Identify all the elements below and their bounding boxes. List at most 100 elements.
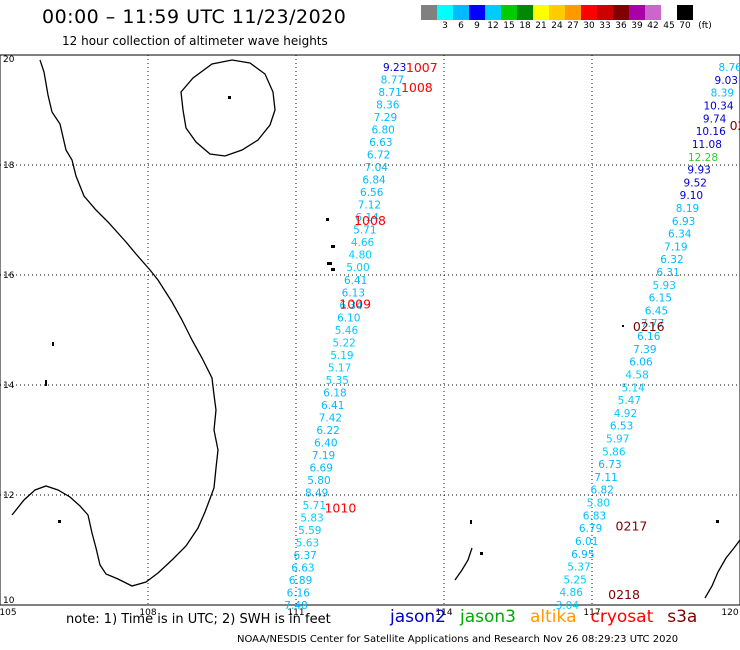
wave-height-value: 6.45 [645, 305, 668, 317]
wave-height-value: 9.93 [687, 165, 710, 177]
scale-label: 70 [679, 21, 691, 31]
wave-height-value: 9.74 [703, 113, 727, 125]
wave-height-value: 7.29 [374, 112, 397, 124]
wave-height-value: 5.22 [332, 337, 355, 349]
wave-height-value: 7.48 [284, 600, 307, 612]
wave-height-value: 9.52 [684, 177, 707, 189]
island-marks [45, 96, 719, 555]
wave-height-value: 6.10 [337, 312, 360, 324]
color-swatch [565, 5, 581, 20]
satellite-name-cryosat: cryosat [590, 607, 654, 627]
color-swatch [421, 5, 437, 20]
wave-height-value: 5.37 [567, 562, 590, 574]
wave-height-value: 6.18 [323, 387, 346, 399]
wave-height-value: 5.19 [330, 350, 353, 362]
altimeter-tracks: 9.238.778.718.367.296.806.636.727.046.84… [284, 62, 740, 612]
pass-time-label: 1008 [401, 80, 433, 95]
wave-height-value: 8.19 [676, 203, 699, 215]
color-swatch [661, 5, 677, 20]
wave-height-value: 6.37 [293, 550, 316, 562]
wave-height-value: 6.84 [362, 175, 386, 187]
wave-height-value: 10.34 [703, 101, 733, 113]
wave-height-value: 5.83 [300, 512, 323, 524]
lon-tick-label: 105 [0, 608, 17, 618]
wave-height-value: 12.28 [688, 152, 718, 164]
wave-height-value: 6.89 [289, 575, 312, 587]
scale-unit: (ft) [698, 21, 712, 31]
pass-time-label: 1007 [406, 60, 438, 75]
scale-label: 39 [631, 21, 643, 31]
wave-height-value: 6.32 [660, 254, 683, 266]
wave-height-value: 6.82 [591, 485, 614, 497]
color-scale-bar [421, 5, 693, 20]
lat-tick-label: 18 [3, 161, 15, 171]
satellite-name-jason2: jason2 [390, 607, 446, 627]
axis-ticks: 105 108 111 114 117 120 20 18 16 14 12 10 [0, 55, 739, 618]
pass-time-label: 0217 [616, 518, 648, 533]
wave-height-value: 11.08 [692, 139, 722, 151]
wave-height-value: 10.16 [696, 126, 726, 138]
wave-height-value: 7.19 [312, 450, 335, 462]
color-swatch [549, 5, 565, 20]
wave-height-value: 6.80 [371, 125, 394, 137]
lat-tick-label: 10 [3, 596, 15, 606]
credit-line: NOAA/NESDIS Center for Satellite Applica… [237, 634, 679, 645]
wave-height-value: 8.39 [711, 88, 734, 100]
wave-height-value: 5.93 [653, 280, 676, 292]
wave-height-value: 4.58 [625, 369, 648, 381]
scale-label: 9 [474, 21, 480, 31]
wave-height-value: 5.46 [335, 325, 359, 337]
lon-tick-label: 111 [287, 608, 304, 618]
scale-label: 3 [442, 21, 448, 31]
satellite-legend: jason2 jason3 altika cryosat s3a [390, 607, 711, 627]
wave-height-value: 6.34 [339, 300, 363, 312]
color-swatch [645, 5, 661, 20]
satellite-name-altika: altika [530, 607, 577, 627]
color-swatch [485, 5, 501, 20]
wave-height-value: 5.86 [602, 446, 626, 458]
lon-tick-label: 117 [583, 608, 600, 618]
wave-height-value: 8.76 [718, 62, 740, 74]
wave-height-value: 5.25 [563, 574, 586, 586]
wave-height-value: 8.77 [381, 75, 404, 87]
wave-height-value: 8.36 [376, 100, 400, 112]
color-swatch [437, 5, 453, 20]
page-subtitle: 12 hour collection of altimeter wave hei… [62, 34, 328, 48]
wave-height-value: 6.83 [583, 510, 606, 522]
wave-height-value: 5.71 [303, 500, 326, 512]
coastline-luzon [704, 539, 740, 599]
lon-tick-label: 108 [139, 608, 156, 618]
wave-height-value: 5.80 [587, 498, 610, 510]
wave-height-value: 7.11 [594, 472, 617, 484]
footnote: note: 1) Time is in UTC; 2) SWH is in fe… [66, 612, 331, 627]
pass-time-labels: 1007 1008 1008 1009 1010 02 0216 0217 0218 [324, 60, 740, 602]
wave-height-value: 6.14 [355, 212, 379, 224]
wave-height-value: 6.53 [610, 421, 633, 433]
wave-height-value: 6.41 [344, 275, 367, 287]
color-swatch [501, 5, 517, 20]
wave-height-value: 6.31 [656, 267, 679, 279]
wave-height-value: 6.63 [369, 137, 392, 149]
pass-time-label: 0218 [608, 587, 640, 602]
wave-height-value: 6.13 [342, 287, 365, 299]
scale-label: 36 [615, 21, 627, 31]
wave-height-value: 6.06 [629, 357, 653, 369]
coastline-layer [11, 59, 740, 599]
color-swatch [533, 5, 549, 20]
coastline-mainland [11, 59, 219, 587]
wave-height-value: 6.56 [360, 187, 384, 199]
wave-height-value: 4.92 [614, 408, 637, 420]
scale-label: 45 [663, 21, 675, 31]
pass-time-label: 0216 [633, 319, 665, 334]
color-swatch [453, 5, 469, 20]
wave-height-value: 8.49 [305, 487, 328, 499]
wave-height-value: 7.39 [633, 344, 656, 356]
wave-height-value: 4.80 [349, 250, 372, 262]
lat-tick-label: 12 [3, 491, 14, 501]
wave-height-value: 5.17 [328, 362, 351, 374]
wave-height-value: 4.66 [351, 237, 375, 249]
scale-label: 42 [647, 21, 659, 31]
wave-height-value: 3.04 [556, 600, 580, 612]
scale-label: 18 [519, 21, 531, 31]
